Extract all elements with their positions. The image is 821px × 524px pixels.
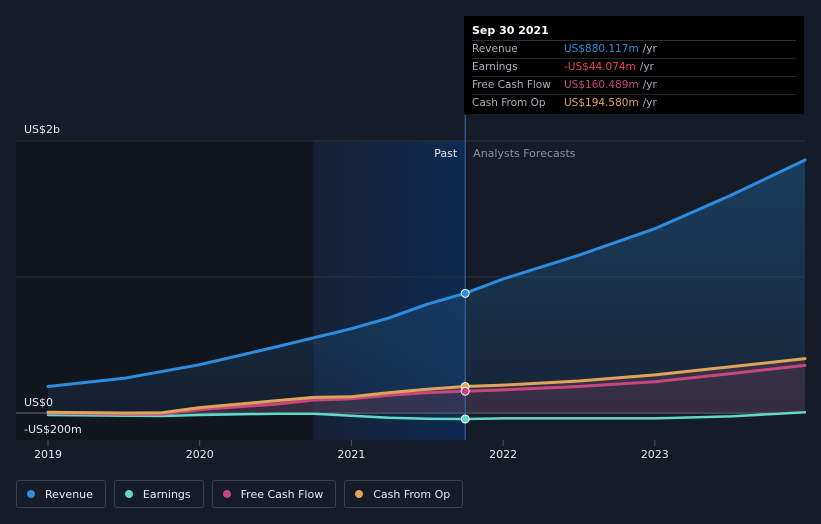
forecast-label: Analysts Forecasts xyxy=(473,147,576,160)
tooltip-row-value: US$160.489m xyxy=(564,79,639,91)
x-tick-label: 2023 xyxy=(641,448,669,461)
legend-dot-icon xyxy=(355,490,364,498)
cash-from-op-area xyxy=(48,358,805,413)
marker-earnings xyxy=(460,414,470,424)
legend-item-free-cash-flow[interactable]: Free Cash Flow xyxy=(211,480,337,508)
tooltip-row-unit: /yr xyxy=(642,43,657,55)
past-label: Past xyxy=(434,147,458,160)
x-axis-ticks: 2019 2020 2021 2022 2023 xyxy=(34,440,669,461)
tooltip-row-unit: /yr xyxy=(639,61,654,73)
tooltip-row-free-cash-flow: Free Cash Flow US$160.489m /yr xyxy=(472,77,796,95)
x-tick-label: 2020 xyxy=(186,448,214,461)
tooltip-date: Sep 30 2021 xyxy=(472,22,796,41)
legend-item-earnings[interactable]: Earnings xyxy=(113,480,204,508)
legend-label: Revenue xyxy=(45,487,93,501)
legend-label: Earnings xyxy=(142,487,191,501)
revenue-area xyxy=(48,160,805,413)
tooltip-row-label: Cash From Op xyxy=(472,97,546,109)
tooltip-row-unit: /yr xyxy=(642,97,657,109)
tooltip-row-unit: /yr xyxy=(642,79,657,91)
legend-dot-icon xyxy=(124,490,133,498)
x-tick-label: 2021 xyxy=(337,448,365,461)
tooltip-row-label: Earnings xyxy=(472,61,518,73)
legend-item-revenue[interactable]: Revenue xyxy=(16,480,106,508)
x-tick-label: 2022 xyxy=(489,448,517,461)
tooltip-row-value: -US$44.074m xyxy=(564,61,636,73)
tooltip-row-label: Free Cash Flow xyxy=(472,79,551,91)
y-tick-label-top: US$2b xyxy=(24,123,61,136)
legend-dot-icon xyxy=(27,490,35,498)
series-line-cash-from-op xyxy=(46,357,807,415)
y-tick-label-bottom: -US$200m xyxy=(24,423,82,436)
legend-label: Free Cash Flow xyxy=(240,487,324,501)
marker-revenue xyxy=(460,288,470,298)
legend-label: Cash From Op xyxy=(373,487,451,501)
area-fills xyxy=(48,160,805,413)
series-line-earnings xyxy=(46,411,807,421)
tooltip-row-revenue: Revenue US$880.117m /yr xyxy=(472,41,796,59)
series-lines xyxy=(46,158,807,421)
value-markers xyxy=(460,288,470,424)
tooltip-row-cash-from-op: Cash From Op US$194.580m /yr xyxy=(472,95,796,112)
x-tick-label: 2019 xyxy=(34,448,62,461)
legend-item-cash-from-op[interactable]: Cash From Op xyxy=(344,480,464,508)
series-line-free-cash-flow xyxy=(46,363,807,416)
tooltip-row-value: US$880.117m xyxy=(564,43,639,55)
legend-dot-icon xyxy=(222,490,231,498)
data-tooltip: Sep 30 2021 Revenue US$880.117m /yr Earn… xyxy=(464,16,804,114)
y-tick-label-zero: US$0 xyxy=(24,396,54,409)
marker-free-cash-flow xyxy=(460,386,470,396)
tooltip-row-label: Revenue xyxy=(472,43,518,55)
series-line-revenue xyxy=(46,158,807,388)
tooltip-row-value: US$194.580m xyxy=(564,97,639,109)
chart-legend: Revenue Earnings Free Cash Flow Cash Fro… xyxy=(16,480,464,508)
tooltip-row-earnings: Earnings -US$44.074m /yr xyxy=(472,59,796,77)
